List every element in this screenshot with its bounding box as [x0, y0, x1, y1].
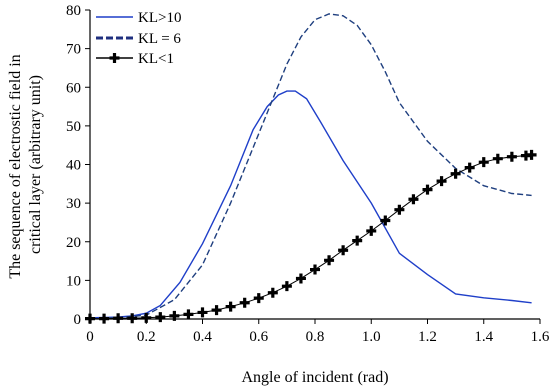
legend-label: KL<1 [138, 51, 174, 67]
series-kl-lt-1-marker [127, 313, 138, 324]
series-kl-lt-1-marker [464, 162, 475, 173]
series-kl-gt-10-line [89, 90, 532, 319]
series-kl-lt-1-marker [520, 150, 531, 161]
y-tick-label: 50 [66, 119, 81, 135]
series-kl-lt-1-marker [225, 301, 236, 312]
x-tick-label: 1.6 [531, 329, 550, 345]
y-tick-label: 20 [66, 235, 81, 251]
series-kl-lt-1-marker [422, 184, 433, 195]
series-kl-lt-1-marker [478, 157, 489, 168]
series-kl-lt-1-marker [436, 176, 447, 187]
series-kl-lt-1-marker [295, 273, 306, 284]
series-kl-lt-1-marker [211, 305, 222, 316]
series-kl-lt-1-marker [492, 153, 503, 164]
legend-label: KL>10 [138, 10, 181, 26]
legend-swatch-marker [109, 53, 120, 63]
legend-entry-kl-lt-1: KL<1 [96, 51, 174, 67]
x-tick-label: 0.2 [137, 329, 156, 345]
x-tick-label: 1.0 [362, 329, 381, 345]
y-tick-label: 40 [66, 158, 81, 174]
series-kl-lt-1-marker [408, 194, 419, 205]
y-tick-label: 10 [66, 273, 81, 289]
series-kl-lt-1-marker [310, 264, 320, 275]
y-tick-label: 70 [66, 42, 81, 58]
series-kl-lt-1-marker [113, 313, 124, 324]
x-tick-label: 1.2 [418, 329, 437, 345]
series-kl-lt-1-marker [380, 215, 391, 226]
y-tick-label: 30 [66, 196, 81, 212]
legend: KL>10 KL = 6 KL<1 [96, 10, 181, 67]
x-axis-label: Angle of incident (rad) [241, 369, 388, 386]
series-kl-6-line [89, 13, 532, 319]
y-tick-label: 0 [74, 312, 82, 328]
legend-entry-kl-6: KL = 6 [96, 31, 181, 47]
x-tick-label: 0.6 [249, 329, 268, 345]
y-axis-label: The sequence of electrostic field in cri… [7, 50, 44, 278]
series-kl-lt-1-marker [281, 281, 292, 292]
series-kl-lt-1-marker [141, 312, 152, 323]
series-kl-lt-1-marker [352, 235, 363, 246]
x-tick-label: 1.4 [474, 329, 493, 345]
series-kl-lt-1-marker [197, 307, 208, 318]
series-kl-lt-1-marker [267, 287, 278, 298]
series-kl-lt-1-line [90, 154, 532, 320]
series-kl-lt-1-marker [366, 225, 377, 236]
series-kl-lt-1-marker [338, 245, 349, 256]
x-tick-label: 0.8 [306, 329, 325, 345]
series-kl-lt-1-marker [506, 151, 517, 162]
series-kl-lt-1-marker [99, 313, 110, 324]
legend-label: KL = 6 [138, 31, 181, 47]
series-kl-lt-1-marker [183, 309, 194, 320]
series-kl-lt-1-marker [526, 149, 537, 160]
y-axis-label-line-2: critical layer (arbitrary unit) [27, 75, 44, 254]
y-tick-label: 60 [66, 80, 81, 96]
series-kl-lt-1-marker [253, 293, 264, 304]
series-kl-lt-1-marker [239, 297, 250, 308]
x-tick-label: 0 [86, 329, 94, 345]
y-axis-label-line-1: The sequence of electrostic field in [7, 54, 24, 278]
legend-entry-kl-gt-10: KL>10 [96, 10, 181, 26]
series-kl-lt-1-marker [324, 255, 335, 266]
series-kl-lt-1-marker [155, 312, 166, 323]
series-kl-lt-1-marker [394, 204, 405, 215]
x-tick-label: 0.4 [193, 329, 212, 345]
series-kl-lt-1-marker [450, 168, 461, 179]
series-kl-lt-1-marker [169, 310, 180, 321]
ticks-layer: 0 0.2 0.4 0.6 0.8 1.0 1.2 1.4 1.6 0 10 20 30 40 50 60 70… [66, 3, 550, 345]
y-tick-label: 80 [66, 3, 81, 19]
